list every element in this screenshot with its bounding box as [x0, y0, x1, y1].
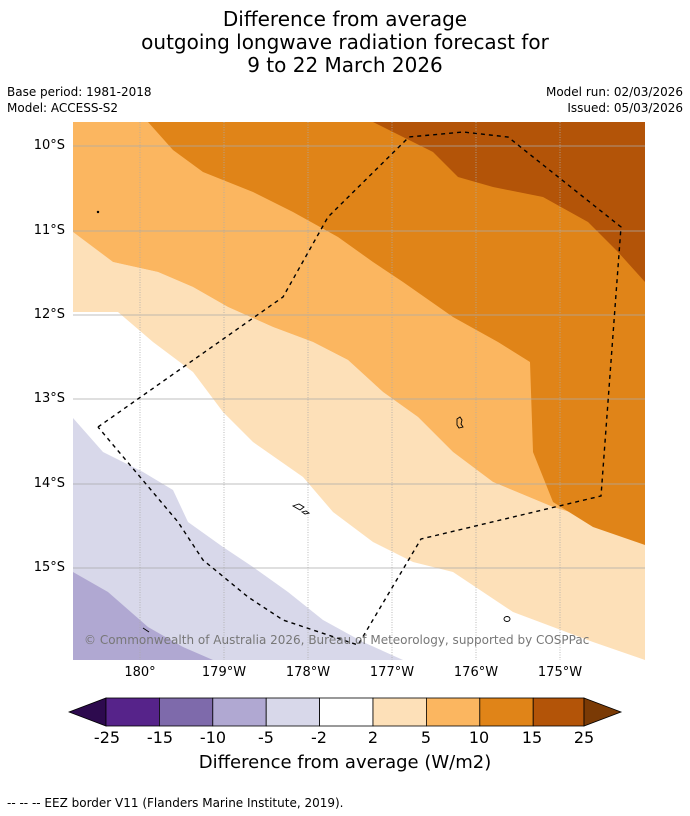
island-futuna — [291, 503, 305, 511]
model-name: Model: ACCESS-S2 — [7, 101, 119, 115]
anomaly-zone-minus2-to-minus5 — [73, 418, 403, 660]
lat-label: 13°S — [33, 391, 65, 406]
lat-label: 14°S — [33, 476, 65, 491]
lon-label: 176°W — [453, 665, 499, 680]
colorbar-tick: -15 — [146, 728, 174, 747]
colorbar-bin — [159, 697, 214, 727]
colorbar-bin — [425, 697, 481, 727]
colorbar-tick: -2 — [311, 728, 327, 747]
lon-label: 177°W — [369, 665, 415, 680]
eez-border — [97, 131, 622, 646]
anomaly-zone-10-to-15 — [148, 122, 645, 545]
island-wallis — [456, 416, 464, 429]
base-period: Base period: 1981-2018 — [7, 85, 152, 99]
colorbar-tick: -5 — [258, 728, 274, 747]
colorbar-tick: 5 — [420, 728, 432, 747]
island-speck — [96, 210, 100, 214]
colorbar-tick: -10 — [199, 728, 227, 747]
colorbar-bin — [319, 697, 374, 727]
island-small-east — [503, 616, 511, 622]
colorbar-tick: 25 — [573, 728, 595, 747]
island-alofi — [300, 510, 311, 515]
lat-label: 15°S — [33, 560, 65, 575]
meta-right: Model run: 02/03/2026 Issued: 05/03/2026 — [546, 84, 683, 116]
copyright-notice: © Commonwealth of Australia 2026, Bureau… — [84, 633, 590, 647]
lat-label: 12°S — [33, 307, 65, 322]
anomaly-zone-2-to-5 — [73, 232, 645, 660]
map-gridlines — [73, 122, 645, 660]
colorbar-below-extension — [68, 697, 107, 727]
colorbar-tick: 15 — [521, 728, 543, 747]
colorbar-bin — [265, 697, 320, 727]
title-line-3: 9 to 22 March 2026 — [247, 53, 443, 77]
eez-legend: -- -- -- EEZ border V11 (Flanders Marine… — [7, 796, 344, 810]
lat-label: 11°S — [33, 223, 65, 238]
island-outlines — [96, 210, 511, 633]
lon-label: 180° — [124, 665, 156, 680]
colorbar-bin — [532, 697, 585, 727]
colorbar-tick: 10 — [468, 728, 490, 747]
colorbar-label: Difference from average (W/m2) — [198, 752, 492, 773]
title-line-1: Difference from average — [222, 7, 468, 31]
lon-label: 178°W — [285, 665, 331, 680]
colorbar-bin — [105, 697, 160, 727]
meta-left: Base period: 1981-2018 Model: ACCESS-S2 — [7, 84, 152, 116]
colorbar — [68, 697, 623, 727]
issued-date: Issued: 05/03/2026 — [567, 101, 683, 115]
island-speck-south — [142, 627, 150, 633]
model-run: Model run: 02/03/2026 — [545, 85, 683, 99]
lat-label: 10°S — [33, 138, 65, 153]
map-title: Difference from average outgoing longwav… — [0, 8, 690, 77]
lon-label: 175°W — [537, 665, 583, 680]
colorbar-tick: 2 — [367, 728, 379, 747]
colorbar-bin — [479, 697, 534, 727]
colorbar-bin — [212, 697, 267, 727]
anomaly-zone-minus5-to-minus10 — [73, 572, 213, 660]
map-panel — [73, 122, 645, 660]
colorbar-above-extension — [583, 697, 623, 727]
title-line-2: outgoing longwave radiation forecast for — [141, 30, 549, 54]
colorbar-bin — [372, 697, 427, 727]
anomaly-zone-15-to-25 — [373, 122, 645, 282]
lon-label: 179°W — [201, 665, 247, 680]
colorbar-tick: -25 — [93, 728, 121, 747]
